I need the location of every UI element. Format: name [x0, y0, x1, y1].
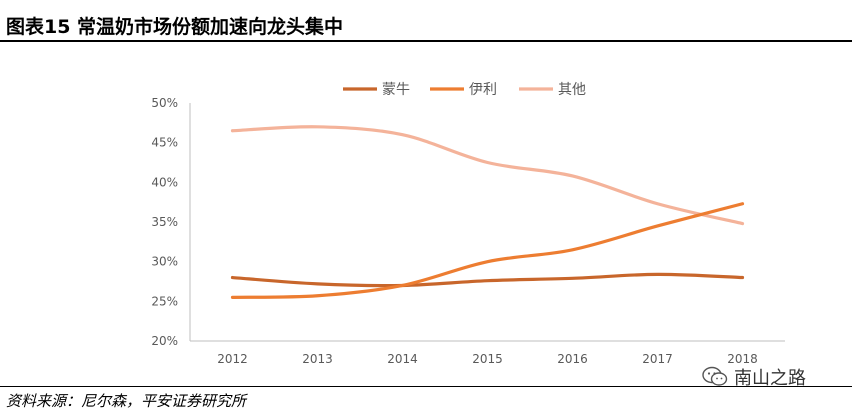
- x-tick-label: 2016: [557, 352, 588, 366]
- wechat-icon: [702, 366, 728, 386]
- y-tick-label: 50%: [151, 96, 178, 110]
- y-tick-label: 45%: [151, 136, 178, 150]
- y-tick-label: 25%: [151, 294, 178, 308]
- series-lines: [230, 125, 745, 299]
- header-rule: [0, 40, 852, 42]
- x-tick-label: 2015: [472, 352, 503, 366]
- y-tick-label: 40%: [151, 175, 178, 189]
- y-tick-label: 20%: [151, 334, 178, 348]
- y-tick-label: 35%: [151, 215, 178, 229]
- x-tick-label: 2014: [387, 352, 418, 366]
- legend-label: 其他: [558, 82, 586, 98]
- watermark: 南山之路: [702, 364, 806, 390]
- legend-label: 伊利: [469, 82, 497, 98]
- y-tick-label: 30%: [151, 255, 178, 269]
- series-line-3: [230, 125, 745, 226]
- legend-label: 蒙牛: [382, 82, 410, 98]
- series-line-1: [230, 272, 745, 288]
- line-chart: 20%25%30%35%40%45%50% 2012 2013 2014 2015 20…: [151, 82, 785, 366]
- x-axis: 2012 2013 2014 2015 2016 2017 2018: [190, 340, 785, 366]
- x-tick-label: 2013: [302, 352, 333, 366]
- x-tick-label: 2018: [727, 352, 758, 366]
- legend: 蒙牛 伊利 其他: [343, 82, 586, 98]
- y-axis: 20% 25% 30% 35% 40% 45% 50%: [151, 96, 191, 348]
- footer-rule: [0, 386, 852, 387]
- x-tick-label: 2017: [642, 352, 673, 366]
- series-line-2: [230, 202, 745, 299]
- x-tick-label: 2012: [217, 352, 248, 366]
- source-note: 资料来源：尼尔森，平安证券研究所: [6, 392, 247, 410]
- watermark-text: 南山之路: [734, 368, 806, 389]
- figure-title: 图表15 常温奶市场份额加速向龙头集中: [6, 16, 344, 38]
- header: 图表15 常温奶市场份额加速向龙头集中: [0, 0, 852, 42]
